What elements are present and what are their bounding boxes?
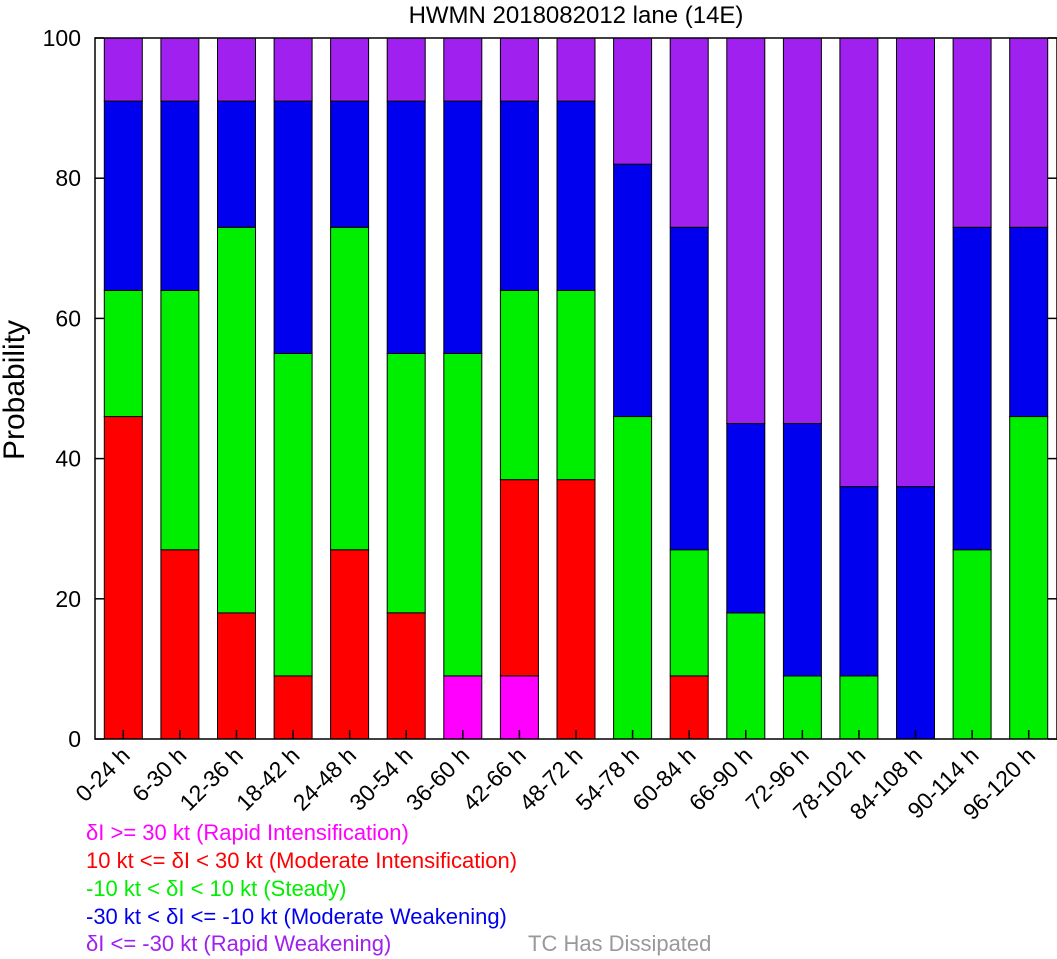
bar-steady-16 bbox=[1009, 416, 1049, 740]
x-tick-label-8: 48-72 h bbox=[514, 742, 588, 816]
chart-title: HWMN 2018082012 lane (14E) bbox=[409, 2, 744, 29]
bar-moderate-weakening-14 bbox=[896, 486, 935, 740]
bar-moderate-weakening-12 bbox=[782, 423, 822, 677]
legend-rapid-intensification: δI >= 30 kt (Rapid Intensification) bbox=[86, 820, 409, 845]
bar-steady-5 bbox=[386, 352, 426, 614]
bar-moderate-weakening-3 bbox=[273, 100, 313, 354]
bar-rapid-weakening-1 bbox=[160, 37, 200, 102]
legend-moderate-intensification: 10 kt <= δI < 30 kt (Moderate Intensific… bbox=[86, 848, 518, 873]
bar-moderate-weakening-5 bbox=[386, 100, 426, 354]
y-tick-label-60: 60 bbox=[55, 305, 81, 331]
bar-steady-1 bbox=[160, 289, 200, 551]
bar-moderate-weakening-10 bbox=[669, 226, 709, 551]
x-tick-label-7: 42-66 h bbox=[457, 742, 531, 816]
bar-rapid-weakening-14 bbox=[896, 37, 935, 488]
x-tick-label-10: 60-84 h bbox=[627, 742, 701, 816]
bar-moderate-intensification-0 bbox=[103, 416, 143, 740]
bar-steady-10 bbox=[669, 549, 709, 677]
bar-steady-0 bbox=[103, 289, 143, 418]
bar-steady-11 bbox=[726, 612, 766, 740]
y-tick-label-80: 80 bbox=[55, 165, 81, 191]
bar-moderate-weakening-0 bbox=[103, 100, 143, 291]
bar-steady-12 bbox=[782, 675, 822, 740]
plot-frame bbox=[94, 37, 1057, 740]
bar-moderate-weakening-15 bbox=[952, 226, 992, 551]
bar-moderate-intensification-2 bbox=[217, 612, 256, 740]
bar-moderate-weakening-1 bbox=[160, 100, 200, 291]
bar-moderate-intensification-10 bbox=[669, 675, 709, 740]
bar-moderate-intensification-1 bbox=[160, 549, 200, 740]
bar-moderate-intensification-5 bbox=[386, 612, 426, 740]
bar-rapid-weakening-3 bbox=[273, 37, 313, 102]
bar-rapid-weakening-9 bbox=[613, 37, 653, 165]
x-tick-label-3: 18-42 h bbox=[231, 742, 305, 816]
x-tick-label-2: 12-36 h bbox=[174, 742, 248, 816]
bar-steady-7 bbox=[499, 289, 539, 481]
bar-rapid-weakening-11 bbox=[726, 37, 766, 425]
legend-rapid-weakening: δI <= -30 kt (Rapid Weakening) bbox=[86, 931, 392, 956]
bar-moderate-weakening-16 bbox=[1009, 226, 1049, 418]
y-axis-label: Probability bbox=[0, 320, 31, 460]
bar-steady-4 bbox=[330, 226, 370, 551]
bar-rapid-weakening-0 bbox=[103, 37, 143, 102]
bar-rapid-weakening-8 bbox=[556, 37, 596, 102]
x-tick-label-11: 66-90 h bbox=[684, 742, 758, 816]
y-tick-label-100: 100 bbox=[43, 25, 81, 51]
bar-moderate-intensification-4 bbox=[330, 549, 370, 740]
bar-steady-8 bbox=[556, 289, 596, 481]
x-tick-label-9: 54-78 h bbox=[571, 742, 645, 816]
bar-steady-3 bbox=[273, 352, 313, 677]
bar-steady-2 bbox=[217, 226, 256, 614]
x-axis: 0-24 h6-30 h12-36 h18-42 h24-48 h30-54 h… bbox=[70, 730, 1040, 825]
bar-rapid-weakening-7 bbox=[499, 37, 539, 102]
bar-moderate-weakening-8 bbox=[556, 100, 596, 291]
bar-steady-6 bbox=[443, 352, 483, 677]
bar-moderate-weakening-2 bbox=[217, 100, 256, 228]
bar-rapid-weakening-5 bbox=[386, 37, 426, 102]
x-tick-label-4: 24-48 h bbox=[288, 742, 362, 816]
bar-moderate-weakening-7 bbox=[499, 100, 539, 291]
y-tick-label-20: 20 bbox=[55, 586, 81, 612]
bar-stacks bbox=[103, 37, 1049, 740]
y-axis: 0 20 40 60 80 100 bbox=[43, 25, 1057, 752]
bar-moderate-weakening-13 bbox=[839, 486, 879, 677]
y-tick-label-0: 0 bbox=[68, 726, 81, 752]
x-tick-label-6: 36-60 h bbox=[401, 742, 475, 816]
bar-moderate-weakening-6 bbox=[443, 100, 483, 354]
bar-rapid-weakening-2 bbox=[217, 37, 256, 102]
bar-steady-15 bbox=[952, 549, 992, 740]
y-tick-label-40: 40 bbox=[55, 446, 81, 472]
bar-steady-9 bbox=[613, 416, 653, 740]
legend-steady: -10 kt < δI < 10 kt (Steady) bbox=[86, 876, 347, 901]
bar-rapid-weakening-12 bbox=[782, 37, 822, 425]
x-tick-label-5: 30-54 h bbox=[344, 742, 418, 816]
bar-moderate-weakening-9 bbox=[613, 163, 653, 418]
bar-rapid-intensification-6 bbox=[443, 675, 483, 740]
bar-rapid-weakening-10 bbox=[669, 37, 709, 228]
legend-dissipated: TC Has Dissipated bbox=[528, 931, 712, 956]
bar-moderate-weakening-4 bbox=[330, 100, 370, 228]
bar-moderate-intensification-3 bbox=[273, 675, 313, 740]
bar-moderate-weakening-11 bbox=[726, 423, 766, 614]
bar-rapid-weakening-16 bbox=[1009, 37, 1049, 228]
bar-rapid-weakening-15 bbox=[952, 37, 992, 228]
bar-rapid-weakening-6 bbox=[443, 37, 483, 102]
bar-moderate-intensification-7 bbox=[499, 479, 539, 677]
bar-rapid-intensification-7 bbox=[499, 675, 539, 740]
legend-moderate-weakening: -30 kt < δI <= -10 kt (Moderate Weakenin… bbox=[86, 904, 507, 929]
bar-steady-13 bbox=[839, 675, 879, 740]
bar-rapid-weakening-4 bbox=[330, 37, 370, 102]
bar-rapid-weakening-13 bbox=[839, 37, 879, 488]
bar-moderate-intensification-8 bbox=[556, 479, 596, 740]
